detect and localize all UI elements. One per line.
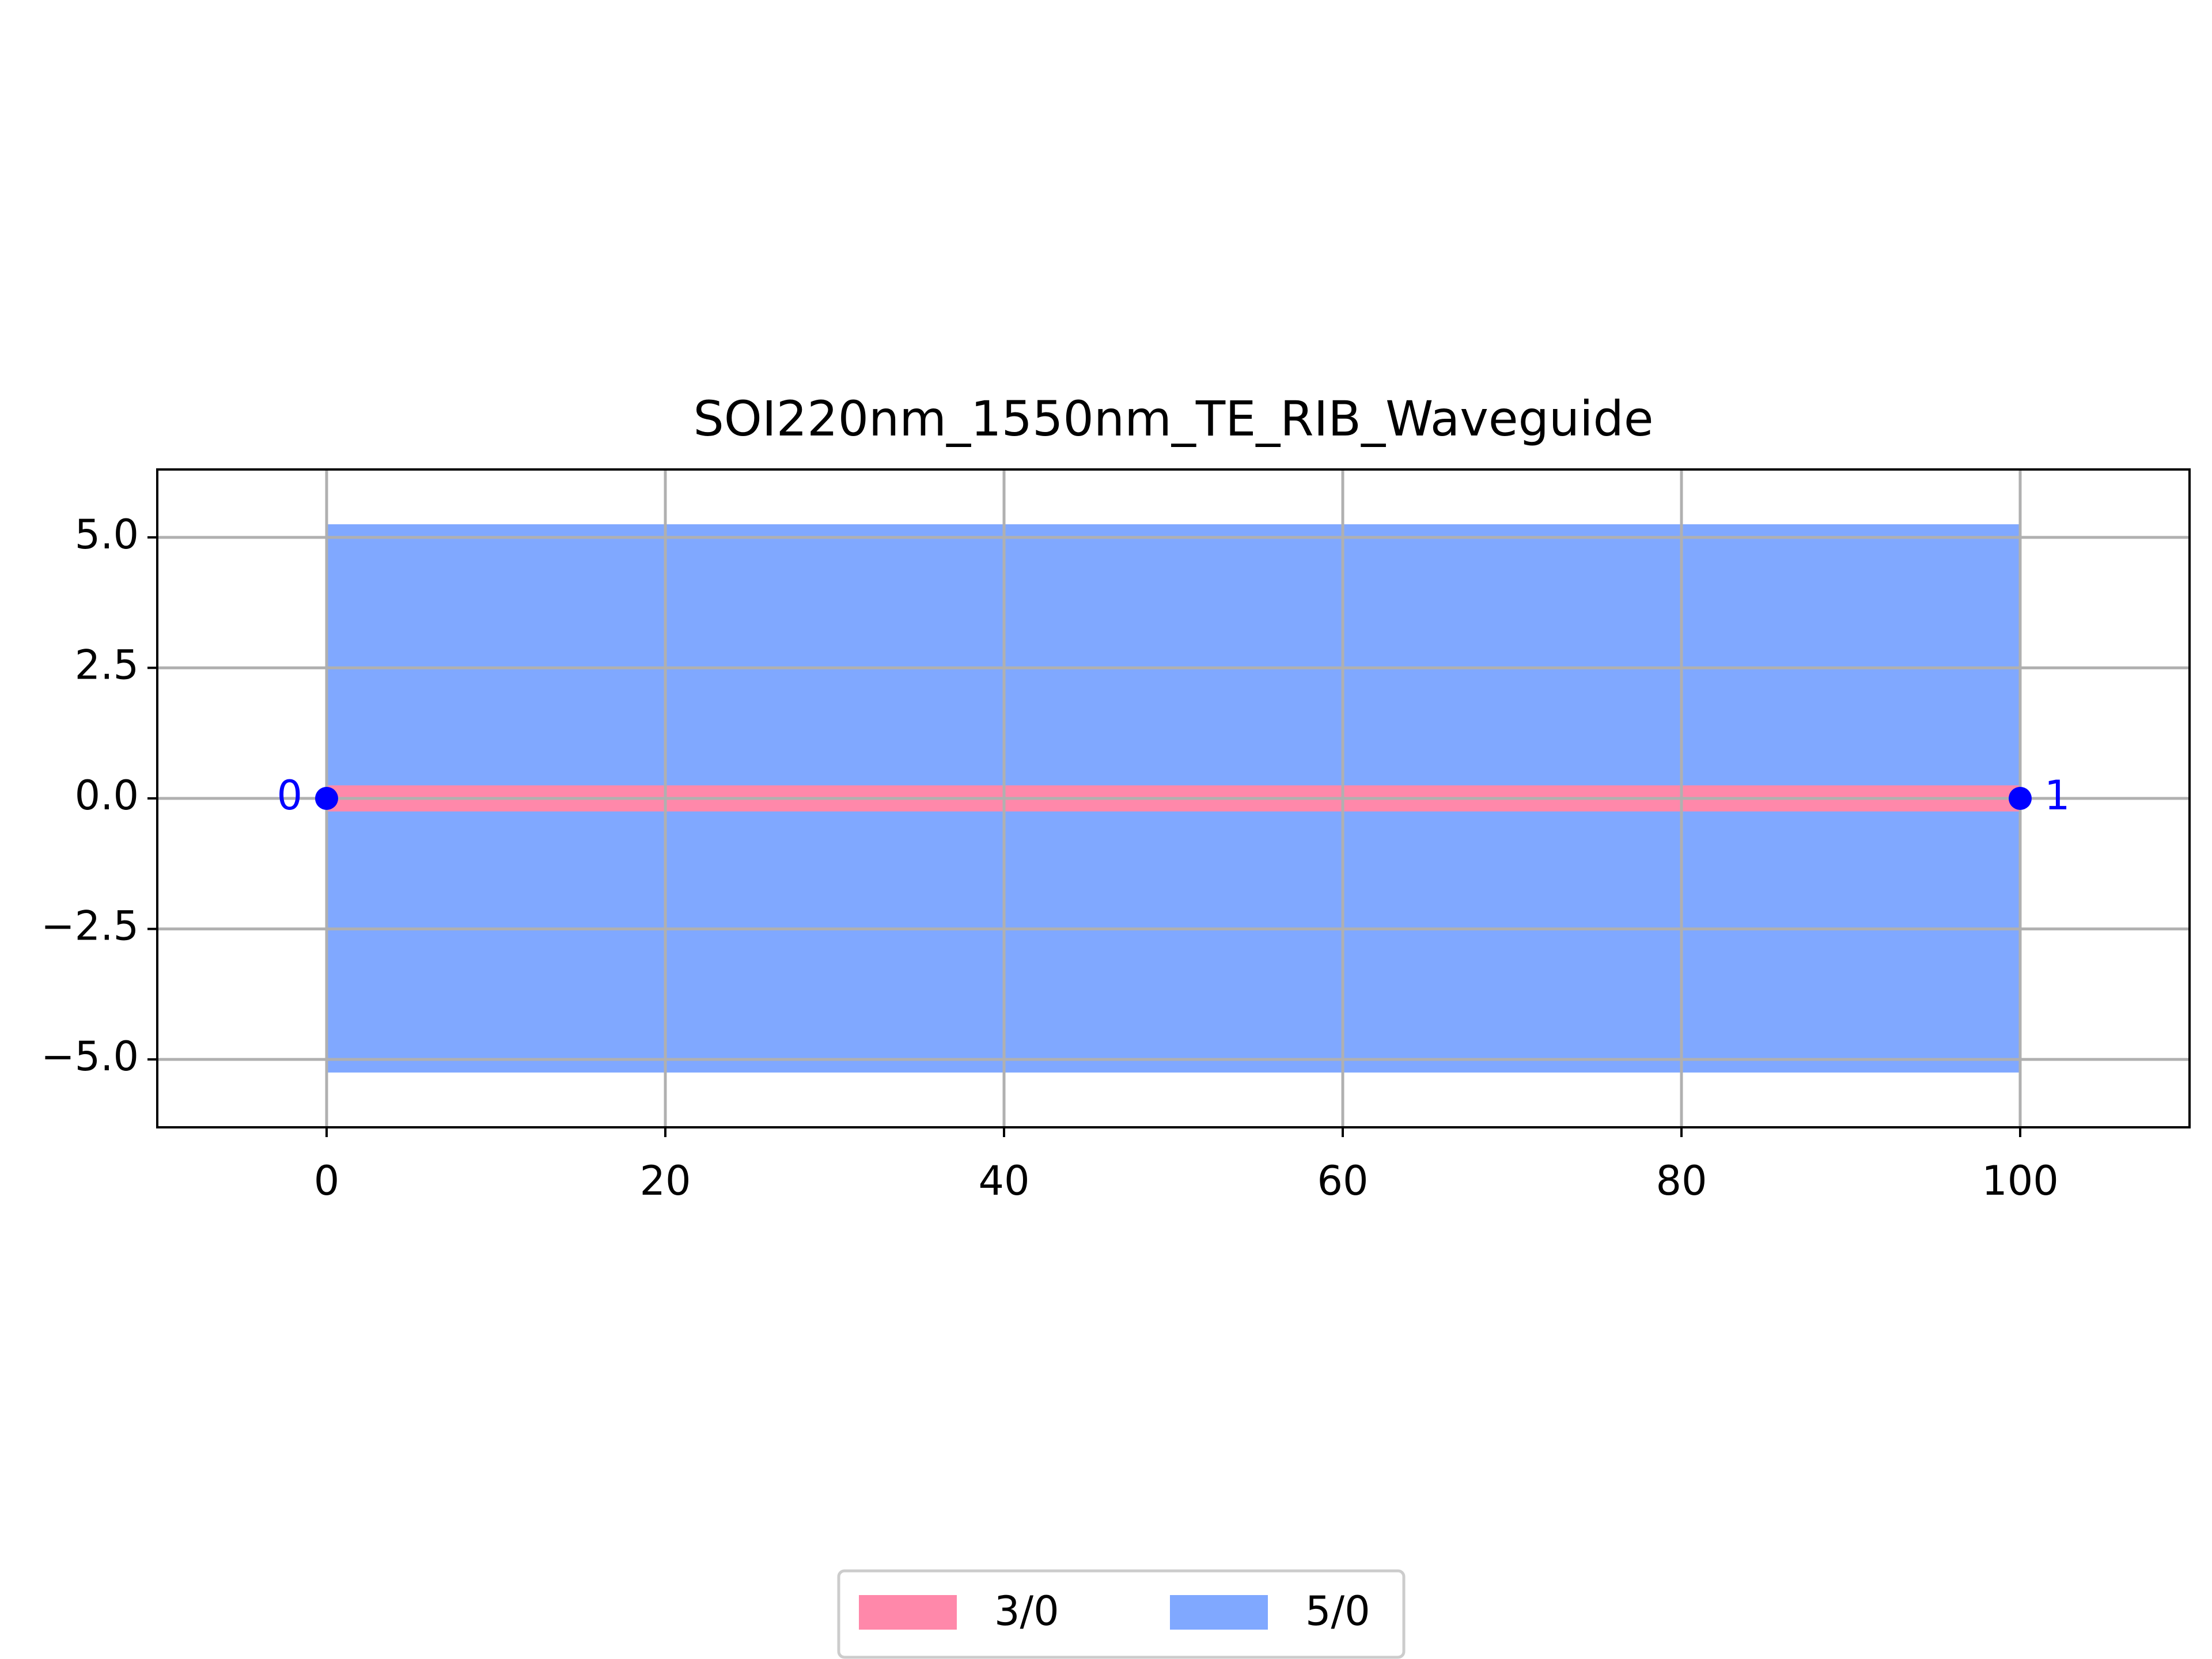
- y-tick-label: 5.0: [75, 511, 139, 558]
- port: [2009, 787, 2032, 810]
- y-tick-label: −2.5: [41, 903, 139, 950]
- y-tick-label: −5.0: [41, 1033, 139, 1080]
- y-tick-label: 0.0: [75, 772, 139, 819]
- legend-box: [837, 1569, 1406, 1659]
- plot-frame: [156, 468, 2191, 1128]
- x-tick-label: 0: [314, 1157, 340, 1205]
- port-label: 1: [2044, 772, 2070, 819]
- x-tick-label: 80: [1656, 1157, 1707, 1205]
- x-tick-label: 20: [639, 1157, 691, 1205]
- port-label: 0: [276, 772, 302, 819]
- legend-label: 5/0: [1305, 1588, 1370, 1635]
- legend-label: 3/0: [994, 1588, 1059, 1635]
- port: [315, 787, 338, 810]
- legend-swatch: [1170, 1595, 1268, 1630]
- x-tick-label: 100: [1982, 1157, 2059, 1205]
- x-tick-label: 60: [1317, 1157, 1368, 1205]
- legend-swatch: [859, 1595, 957, 1630]
- chart-title: SOI220nm_1550nm_TE_RIB_Waveguide: [693, 391, 1653, 447]
- x-tick-label: 40: [978, 1157, 1029, 1205]
- y-tick-label: 2.5: [75, 641, 139, 688]
